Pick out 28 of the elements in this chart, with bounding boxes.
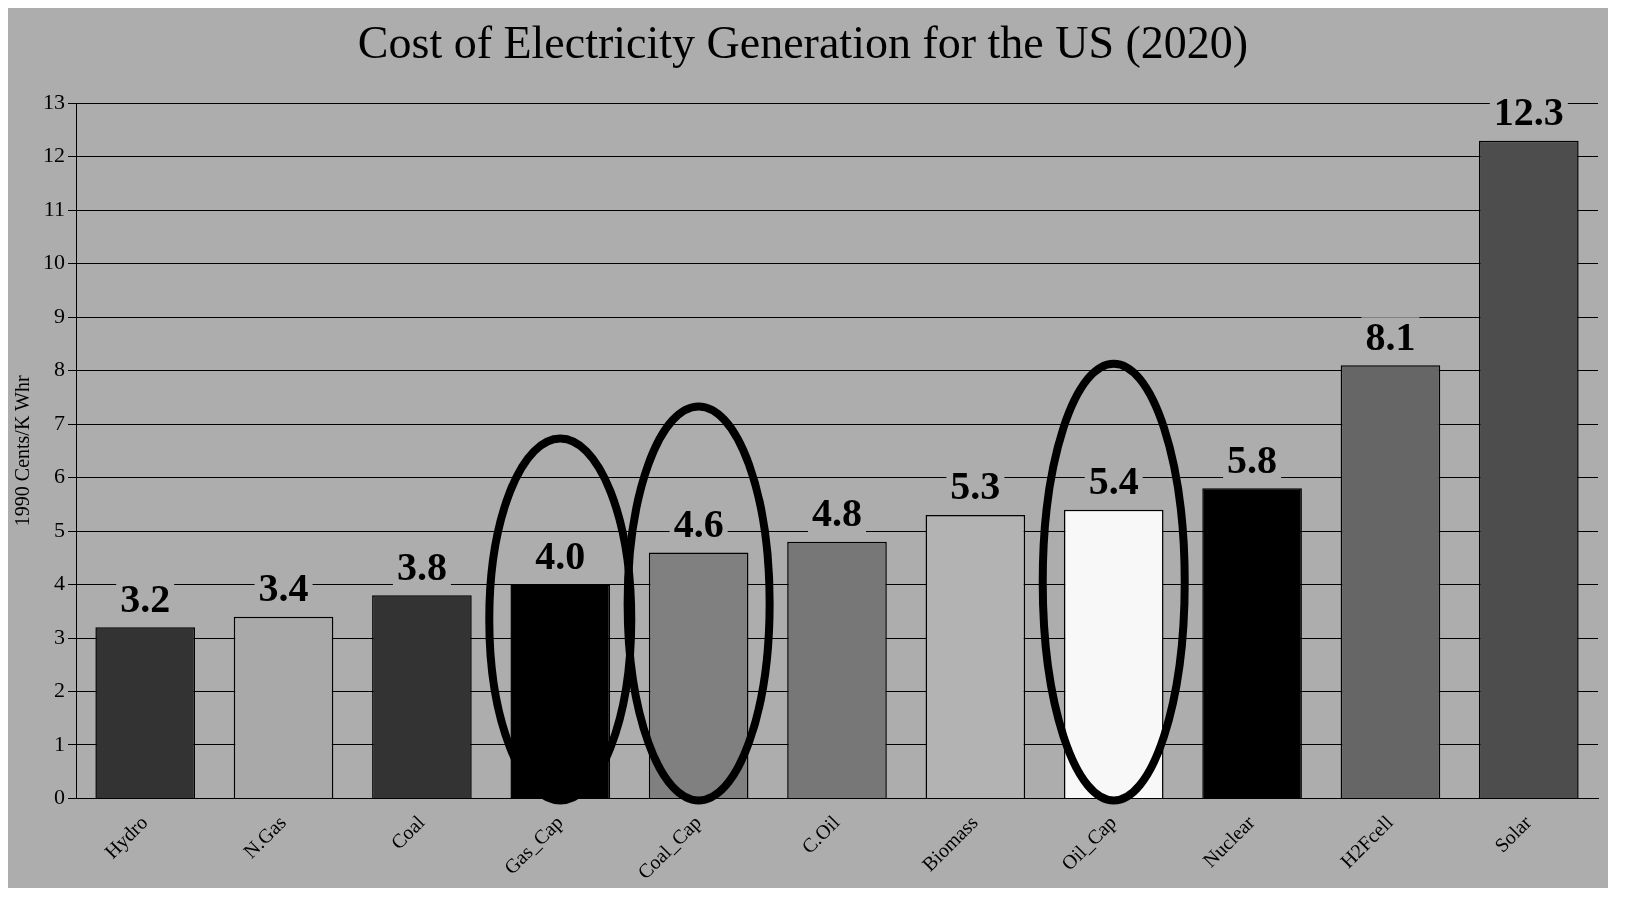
y-tick-label: 0 — [54, 784, 65, 810]
y-tick-label: 3 — [54, 623, 65, 649]
y-tick-label: 9 — [54, 302, 65, 328]
data-label: 8.1 — [1365, 313, 1416, 359]
y-tick-label: 8 — [54, 356, 65, 382]
y-tick-label: 5 — [54, 516, 65, 542]
data-label: 3.8 — [396, 543, 447, 589]
y-tick-label: 1 — [54, 730, 65, 756]
y-tick-label: 2 — [54, 677, 65, 703]
y-tick-label: 10 — [43, 249, 65, 275]
y-tick-label: 7 — [54, 409, 65, 435]
y-tick-label: 6 — [54, 463, 65, 489]
data-label: 5.4 — [1088, 457, 1139, 503]
data-label: 12.3 — [1493, 88, 1564, 134]
data-label: 3.2 — [120, 575, 171, 621]
data-label: 4.8 — [812, 490, 862, 536]
y-axis-title: 1990 Cents/K Whr — [11, 375, 34, 527]
data-label: 4.0 — [535, 532, 586, 578]
y-tick-label: 4 — [54, 570, 65, 596]
chart-title: Cost of Electricity Generation for the US (2020) — [357, 16, 1249, 68]
data-label: 3.4 — [258, 564, 309, 610]
y-tick-label: 11 — [43, 195, 65, 221]
data-label: 5.8 — [1227, 436, 1278, 482]
x-tick-label: Coal — [386, 810, 429, 854]
y-tick-label: 13 — [43, 88, 65, 114]
data-label: 4.6 — [673, 500, 724, 546]
y-tick-label: 12 — [43, 142, 65, 168]
data-label: 5.3 — [950, 463, 1001, 509]
